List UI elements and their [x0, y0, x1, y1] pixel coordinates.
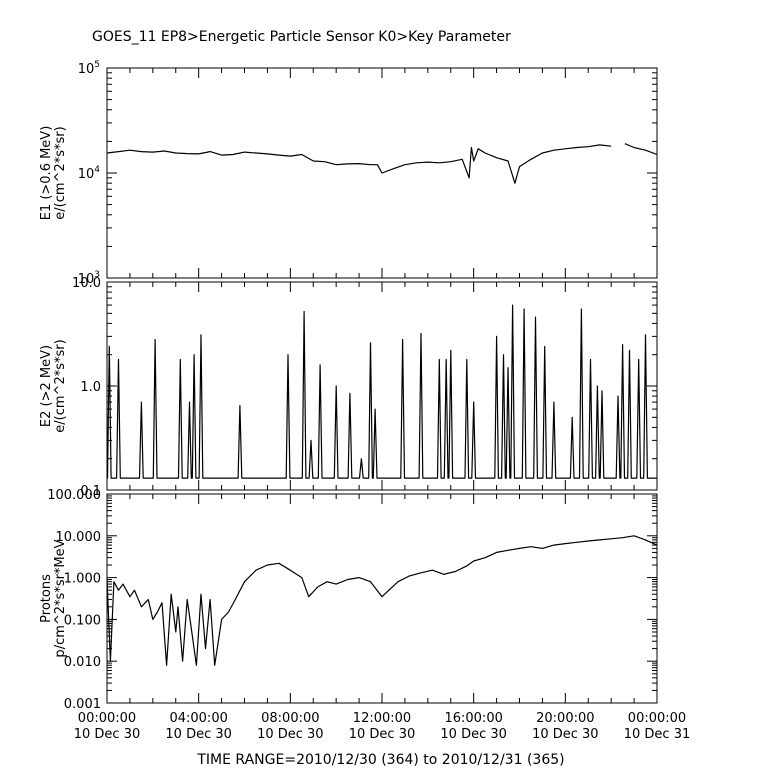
data-trace: [106, 535, 658, 666]
panel-frame: [106, 493, 658, 704]
x-tick-date-label: 10 Dec 30: [165, 727, 232, 742]
y-tick-label: 0.010: [64, 655, 101, 670]
plot-title: GOES_11 EP8>Energetic Particle Sensor K0…: [92, 29, 511, 45]
y-axis-label: E2 (>2 MeV): [39, 345, 54, 427]
y-tick-label: 1.0: [80, 380, 101, 395]
x-tick-time-label: 12:00:00: [353, 711, 411, 726]
y-axis-label: Protons: [39, 574, 54, 623]
x-tick-time-label: 20:00:00: [536, 711, 594, 726]
x-tick-time-label: 00:00:00: [628, 711, 686, 726]
x-tick-date-label: 10 Dec 30: [349, 727, 416, 742]
y-axis-label: E1 (>0.6 MeV): [39, 126, 54, 221]
x-tick-date-label: 10 Dec 31: [624, 727, 691, 742]
x-tick-date-label: 10 Dec 30: [440, 727, 507, 742]
x-tick-time-label: 00:00:00: [78, 711, 136, 726]
data-trace: [624, 143, 658, 156]
x-tick-time-label: 16:00:00: [444, 711, 502, 726]
time-range-label: TIME RANGE=2010/12/30 (364) to 2010/12/3…: [196, 752, 564, 768]
e1-panel: 103 104 105 E1 (>0.6 MeV) e/(cm^2*s*sr): [39, 60, 658, 287]
y-tick-label: 103: [78, 270, 100, 287]
y-tick-label: 100.000: [47, 488, 101, 503]
data-trace: [106, 144, 612, 184]
y-tick-label: 104: [78, 165, 101, 182]
protons-panel: 0.001 0.010 0.100 1.000 10.000 100.000 Protons…: [39, 488, 658, 712]
y-axis-label: p/cm^2*s*sr*MeV: [53, 539, 68, 657]
y-tick-label: 0.001: [64, 697, 101, 712]
y-tick-label: 0.1: [80, 484, 101, 499]
y-tick-label: 0.100: [64, 613, 101, 628]
panel-frame: [106, 281, 658, 491]
e2-panel: 0.1 1.0 10.0 E2 (>2 MeV) e/(cm^2*s*sr): [39, 276, 658, 499]
x-tick-time-label: 08:00:00: [261, 711, 319, 726]
data-trace: [106, 304, 657, 479]
x-tick-time-label: 04:00:00: [169, 711, 227, 726]
x-tick-date-label: 10 Dec 30: [74, 727, 141, 742]
y-tick-label: 105: [78, 60, 100, 77]
y-tick-label: 1.000: [64, 572, 101, 587]
y-tick-label: 10.0: [72, 276, 101, 291]
y-axis-label: e/(cm^2*s*sr): [53, 126, 68, 219]
y-tick-label: 10.000: [56, 530, 102, 545]
x-tick-date-label: 10 Dec 30: [532, 727, 599, 742]
x-tick-date-label: 10 Dec 30: [257, 727, 324, 742]
y-axis-label: e/(cm^2*s*sr): [53, 339, 68, 432]
